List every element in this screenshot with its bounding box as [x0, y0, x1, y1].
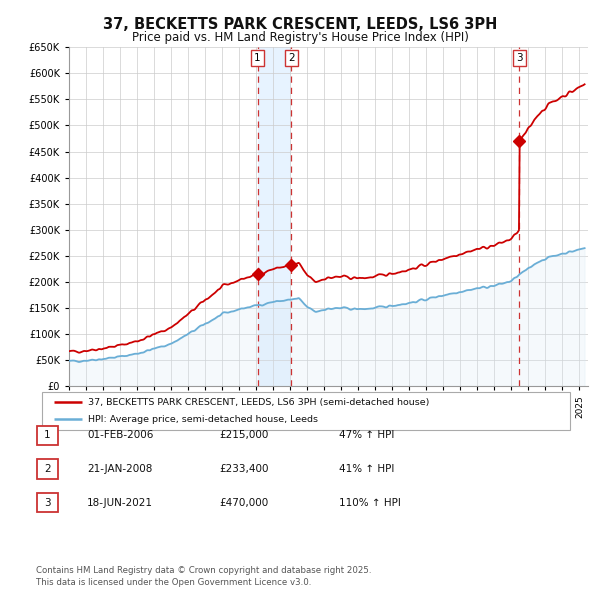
- Text: £215,000: £215,000: [219, 431, 268, 440]
- Text: 01-FEB-2006: 01-FEB-2006: [87, 431, 154, 440]
- Text: 3: 3: [44, 498, 51, 507]
- Text: 2: 2: [44, 464, 51, 474]
- Text: HPI: Average price, semi-detached house, Leeds: HPI: Average price, semi-detached house,…: [88, 415, 319, 424]
- Text: £233,400: £233,400: [219, 464, 269, 474]
- Text: 41% ↑ HPI: 41% ↑ HPI: [339, 464, 394, 474]
- Text: 47% ↑ HPI: 47% ↑ HPI: [339, 431, 394, 440]
- Bar: [257, 47, 291, 386]
- FancyBboxPatch shape: [37, 493, 58, 512]
- Text: Contains HM Land Registry data © Crown copyright and database right 2025.
This d: Contains HM Land Registry data © Crown c…: [36, 566, 371, 587]
- Text: 18-JUN-2021: 18-JUN-2021: [87, 498, 153, 507]
- Text: 21-JAN-2008: 21-JAN-2008: [87, 464, 152, 474]
- FancyBboxPatch shape: [42, 392, 570, 430]
- FancyBboxPatch shape: [37, 426, 58, 445]
- Text: £470,000: £470,000: [219, 498, 268, 507]
- Text: Price paid vs. HM Land Registry's House Price Index (HPI): Price paid vs. HM Land Registry's House …: [131, 31, 469, 44]
- FancyBboxPatch shape: [37, 460, 58, 478]
- Text: 37, BECKETTS PARK CRESCENT, LEEDS, LS6 3PH (semi-detached house): 37, BECKETTS PARK CRESCENT, LEEDS, LS6 3…: [88, 398, 430, 407]
- Text: 1: 1: [44, 431, 51, 440]
- Text: 3: 3: [516, 53, 523, 63]
- Text: 2: 2: [288, 53, 295, 63]
- Text: 110% ↑ HPI: 110% ↑ HPI: [339, 498, 401, 507]
- Text: 1: 1: [254, 53, 261, 63]
- Text: 37, BECKETTS PARK CRESCENT, LEEDS, LS6 3PH: 37, BECKETTS PARK CRESCENT, LEEDS, LS6 3…: [103, 17, 497, 31]
